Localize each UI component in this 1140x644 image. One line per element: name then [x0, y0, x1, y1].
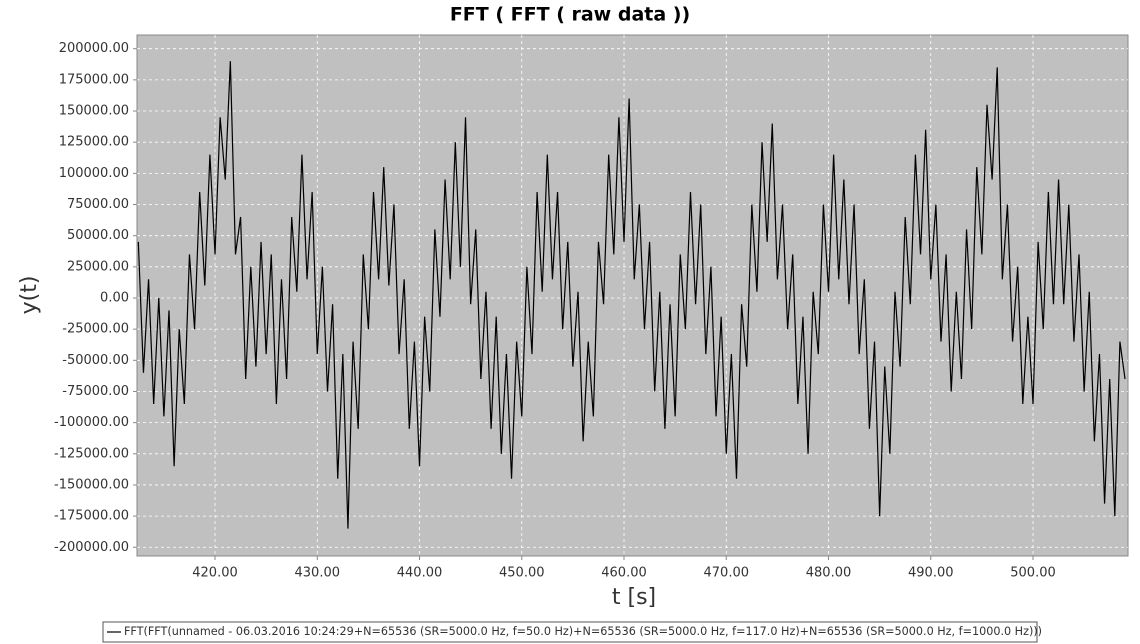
x-tick-label: 480.00 — [806, 566, 852, 581]
y-tick-label: -150000.00 — [54, 477, 129, 492]
y-tick-label: 150000.00 — [59, 104, 129, 119]
y-tick-label: 75000.00 — [67, 197, 129, 212]
y-tick-label: -175000.00 — [54, 509, 129, 524]
x-tick-label: 460.00 — [601, 566, 647, 581]
y-tick-label: 50000.00 — [67, 228, 129, 243]
y-tick-label: -75000.00 — [62, 384, 129, 399]
y-tick-label: -125000.00 — [54, 446, 129, 461]
y-tick-label: -100000.00 — [54, 415, 129, 430]
legend-label: FFT(FFT(unnamed - 06.03.2016 10:24:29+N=… — [124, 625, 1042, 638]
y-tick-label: -25000.00 — [62, 322, 129, 337]
x-axis-label: t [s] — [612, 585, 656, 610]
y-tick-label: 200000.00 — [59, 41, 129, 56]
x-tick-label: 430.00 — [295, 566, 341, 581]
y-tick-label: 100000.00 — [59, 166, 129, 181]
x-tick-label: 440.00 — [397, 566, 443, 581]
y-tick-label: -50000.00 — [62, 353, 129, 368]
x-tick-label: 490.00 — [908, 566, 954, 581]
plot-area — [136, 34, 1129, 557]
y-tick-label: -200000.00 — [54, 540, 129, 555]
legend — [102, 621, 1038, 643]
x-tick-label: 420.00 — [192, 566, 238, 581]
x-tick-label: 500.00 — [1010, 566, 1056, 581]
x-tick-label: 470.00 — [704, 566, 750, 581]
y-axis-label: y(t) — [17, 276, 42, 315]
y-tick-label: 125000.00 — [59, 135, 129, 150]
y-tick-label: 0.00 — [100, 290, 129, 305]
chart-title: FFT ( FFT ( raw data )) — [450, 4, 690, 26]
x-tick-label: 450.00 — [499, 566, 545, 581]
data-line — [137, 61, 1126, 529]
y-tick-label: 25000.00 — [67, 259, 129, 274]
y-tick-label: 175000.00 — [59, 72, 129, 87]
